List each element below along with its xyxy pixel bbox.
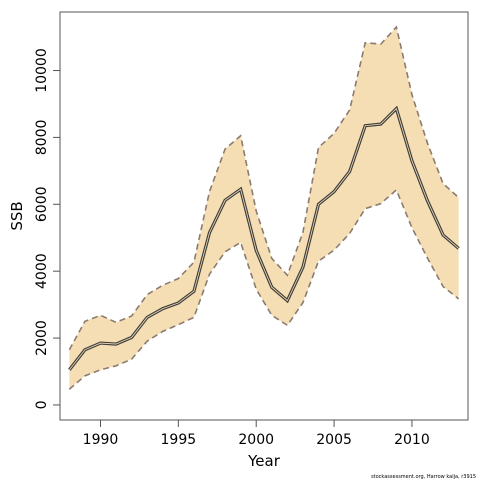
y-tick-label-6000: 6000 [34,186,50,222]
x-axis-title: Year [247,452,281,470]
x-tick-label-2000: 2000 [238,432,274,448]
x-tick-label-1990: 1990 [83,432,119,448]
y-tick-label-0: 0 [34,400,50,409]
confidence-band [69,27,459,390]
x-tick-label-2010: 2010 [394,432,430,448]
lower-bound-line [68,188,460,390]
y-axis-title: SSB [8,201,26,230]
plot-area [59,11,469,421]
y-tick-label-8000: 8000 [34,120,50,156]
x-tick-label-2005: 2005 [316,432,352,448]
y-tick-label-4000: 4000 [34,253,50,289]
x-tick-label-1995: 1995 [161,432,197,448]
y-tick-label-10000: 10000 [34,48,50,93]
x-axis: 1990 1995 2000 2005 2010 [83,419,430,448]
y-tick-label-2000: 2000 [34,320,50,356]
credit-text: stockassessment.org, Harrow kalja, r3915 [371,474,476,480]
estimate-line-highlight [69,107,459,371]
y-axis: 0 2000 4000 6000 8000 10000 [34,48,60,409]
